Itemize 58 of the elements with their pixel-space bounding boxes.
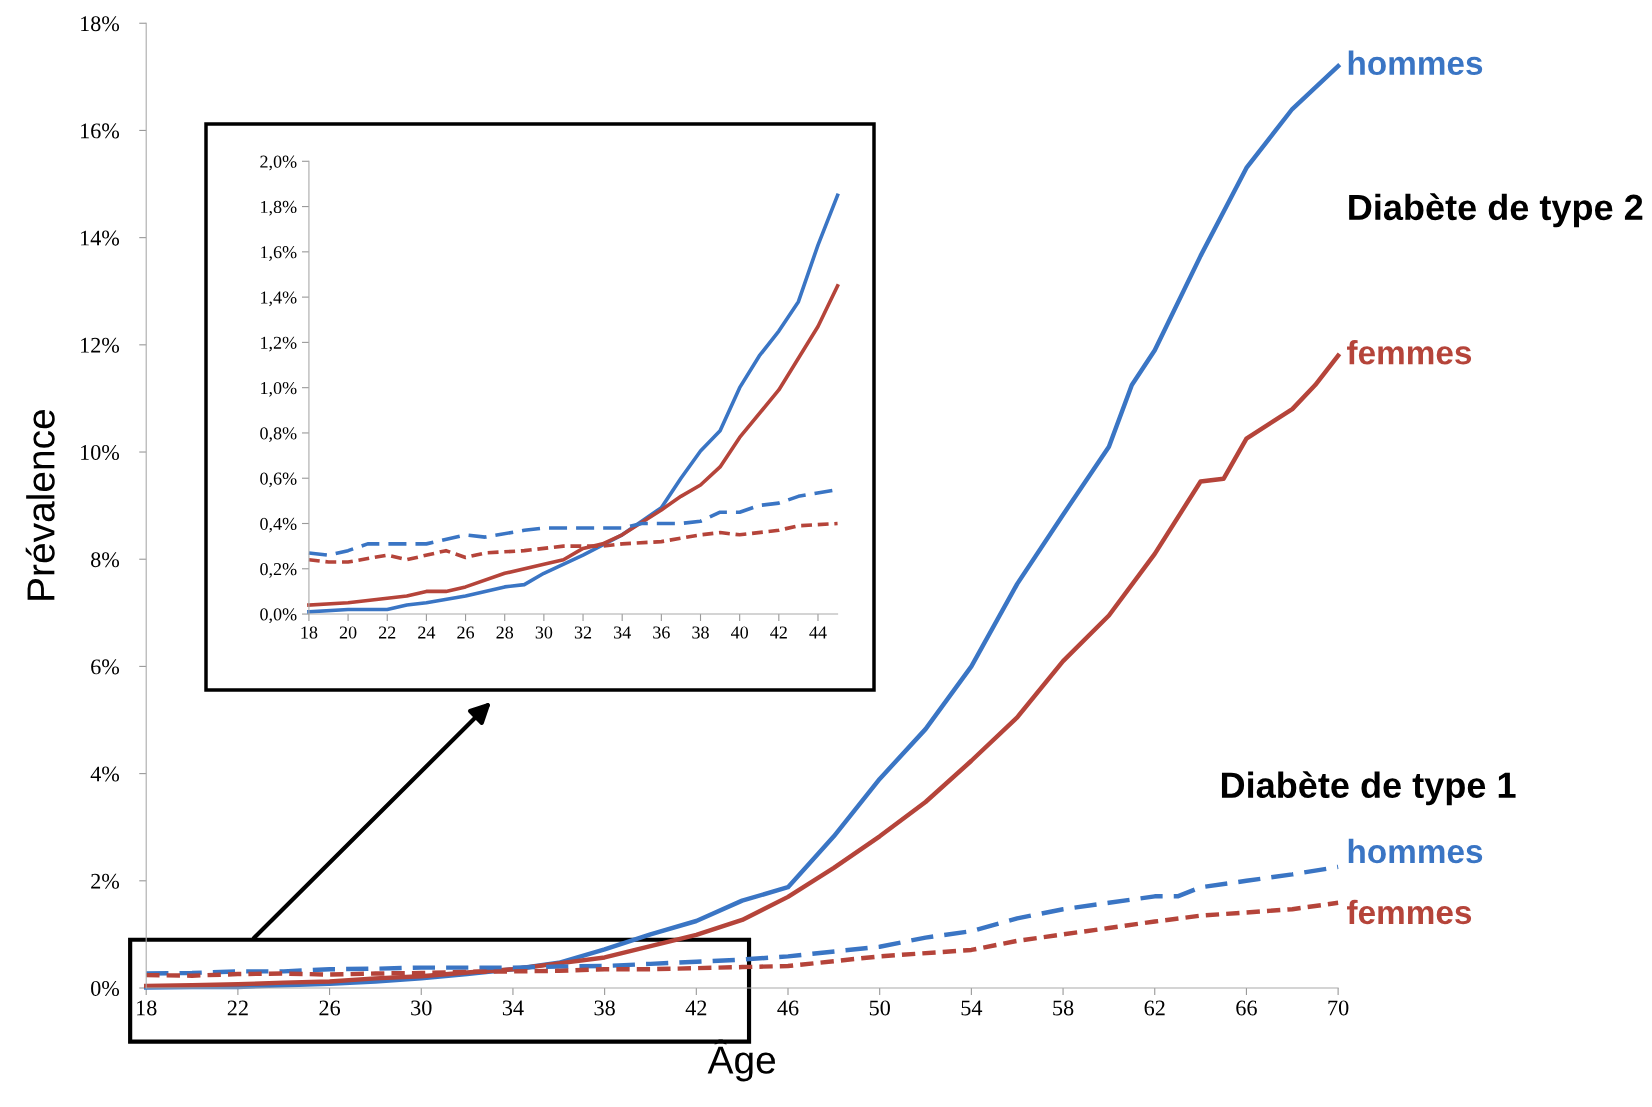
y-tick-label: 10% [81, 444, 120, 461]
y-axis-title: Prévalence [25, 410, 55, 600]
x-tick-label: 36 [653, 626, 670, 639]
y-tick-label: 1,4% [261, 291, 297, 307]
y-tick-label: 0,8% [260, 427, 297, 442]
x-tick-label: 24 [418, 626, 436, 639]
x-tick-label: 28 [496, 626, 514, 639]
x-tick-label: 62 [1144, 1000, 1165, 1016]
y-tick-label: 14% [81, 230, 120, 246]
y-tick-label: 1,6% [261, 246, 297, 261]
x-tick-label: 26 [457, 626, 475, 639]
y-tick-label: 2% [91, 873, 120, 889]
x-tick-label: 22 [227, 1000, 248, 1016]
x-tick-label: 42 [770, 626, 787, 639]
y-tick-label: 1,2% [261, 336, 297, 352]
line-series [307, 283, 840, 607]
x-tick-label: 34 [502, 1000, 524, 1016]
series-label: femmes [1347, 899, 1472, 925]
y-tick-label: 12% [81, 337, 120, 353]
x-tick-label: 40 [730, 626, 749, 639]
y-tick-label: 1,8% [261, 200, 297, 216]
y-tick-label: 8% [91, 552, 120, 568]
y-tick-label: 0,6% [260, 472, 297, 488]
y-tick-label: 0,4% [260, 517, 297, 533]
x-tick-label: 58 [1053, 1000, 1074, 1016]
x-tick-label: 44 [809, 626, 827, 639]
x-axis-title: Âge [707, 1039, 776, 1082]
y-tick-label: 4% [90, 766, 120, 782]
y-tick-label: 0% [91, 980, 120, 996]
y-tick-label: 18% [81, 16, 120, 32]
x-tick-label: 42 [685, 1000, 707, 1016]
y-tick-label: 0,0% [260, 608, 297, 624]
x-tick-label: 30 [535, 626, 553, 639]
x-tick-label: 38 [594, 1000, 615, 1016]
x-tick-label: 26 [319, 1000, 341, 1016]
x-tick-label: 22 [379, 626, 396, 639]
y-tick-label: 6% [91, 659, 120, 675]
x-tick-label: 20 [339, 626, 357, 639]
series-label: femmes [1347, 340, 1472, 365]
x-tick-label: 32 [574, 626, 592, 639]
x-tick-label: 34 [614, 626, 631, 639]
x-tick-label: 66 [1236, 1000, 1257, 1016]
y-tick-label: 1,0% [261, 381, 297, 397]
y-tick-label: 0,2% [260, 563, 297, 578]
x-tick-label: 50 [869, 1000, 890, 1016]
x-tick-label: 70 [1328, 1000, 1349, 1016]
y-tick-label: 2,0% [260, 155, 297, 171]
y-tick-label: 16% [81, 123, 120, 139]
x-tick-label: 30 [411, 1000, 432, 1016]
series-label: hommes [1348, 838, 1483, 864]
x-tick-label: 38 [692, 626, 709, 639]
annotation: Diabète de type 1 [1221, 771, 1516, 806]
x-tick-label: 54 [961, 1000, 983, 1016]
series-label: hommes [1348, 50, 1483, 76]
x-tick-label: 18 [137, 1000, 157, 1016]
x-tick-label: 18 [301, 626, 318, 639]
text: Diabète de type 2 [1349, 193, 1643, 228]
x-tick-label: 46 [777, 1000, 799, 1016]
